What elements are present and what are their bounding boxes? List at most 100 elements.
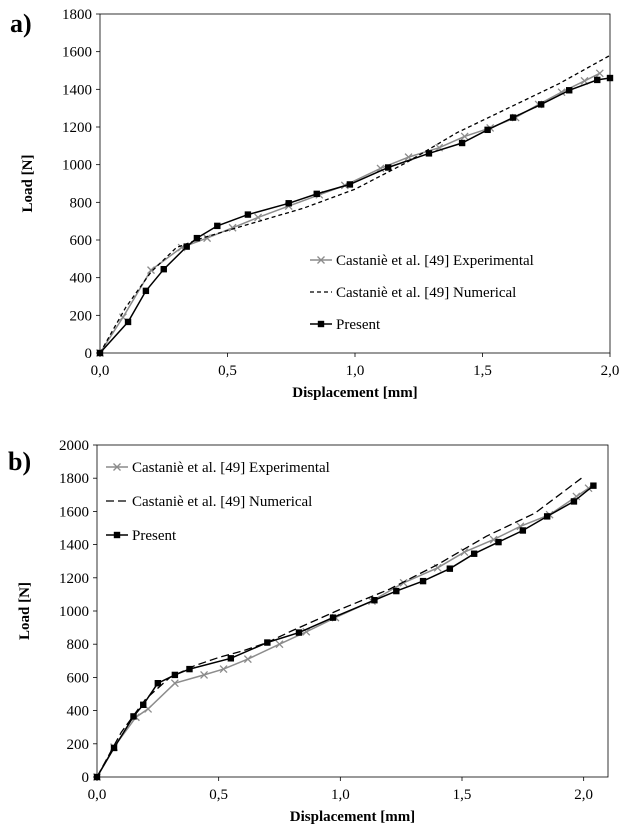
chart0-series-2-point (537, 101, 545, 108)
chart0-series-0-point (595, 69, 604, 78)
chart1-y-tick-label: 1200 (59, 571, 89, 587)
chart0-x-tick-label: 0,0 (91, 363, 110, 379)
chart0-legend-item-0: Castaniè et al. [49] Experimental (310, 253, 534, 269)
chart0-x-tick-label: 0,5 (218, 363, 237, 379)
chart1-series-2 (93, 482, 597, 781)
chart0-panel: a) 0 200 400 600 800 1000 1200 1400 1600 1800 0,0 0,… (10, 7, 619, 401)
chart0-series-2-point (96, 349, 104, 357)
chart1-y-tick-label: 2000 (59, 438, 89, 454)
chart1-panel-label: b) (8, 447, 31, 476)
chart1-series-2-point (446, 565, 454, 572)
chart0-series-2-point (124, 318, 132, 326)
chart1-series-2-point (590, 482, 597, 489)
chart0-y-tick-label: 1200 (62, 120, 92, 136)
chart1-legend-item-0: Castaniè et al. [49] Experimental (106, 460, 330, 476)
chart1-legend-item-1: Castaniè et al. [49] Numerical (106, 494, 312, 510)
chart1-y-tick-label: 800 (67, 637, 90, 653)
chart1-series-2-point (329, 614, 337, 621)
chart0-series-2-line (99, 77, 611, 354)
chart0-series-2-point (142, 287, 150, 295)
chart0-x-tick-label: 2,0 (601, 363, 620, 379)
chart0-series-0-point (254, 213, 263, 222)
chart0-y-tick-label: 0 (85, 346, 93, 362)
chart0-series-2-point (606, 74, 614, 82)
chart1-x-tick-label: 1,5 (453, 787, 472, 803)
chart0-series-2-point (425, 150, 433, 157)
chart1-series-0-point (243, 655, 252, 664)
chart1-y-tick-label: 600 (67, 670, 90, 686)
chart1-series-2-point (171, 671, 179, 679)
chart0-x-tick-label: 1,0 (346, 363, 365, 379)
chart1-legend-label-2: Present (132, 528, 177, 544)
chart1-series-2-point (154, 680, 162, 687)
chart1-series-0-point (275, 640, 284, 649)
chart1-series-0-point (200, 670, 209, 679)
chart0-plot-frame (99, 13, 611, 354)
chart0-series-2-point (346, 181, 354, 188)
chart0-series-2-point (566, 87, 573, 94)
chart1-series-2-point (371, 597, 378, 604)
chart1-legend-label-1: Castaniè et al. [49] Numerical (132, 494, 312, 510)
chart0-legend-marker-2 (317, 320, 325, 328)
chart1-series-0-point (399, 578, 408, 587)
chart0-y-tick-label: 1800 (62, 7, 92, 23)
chart0-series-2-point (214, 222, 221, 230)
chart1-series-2-point (519, 527, 527, 534)
chart1-series-0-line (96, 487, 589, 778)
chart1-x-tick-label: 1,0 (331, 787, 350, 803)
chart0-series-0-point (147, 266, 155, 275)
chart0-series-2-point (193, 234, 201, 242)
chart1-legend-marker-2 (113, 531, 121, 539)
chart0-y-axis-title: Load [N] (20, 155, 36, 213)
chart0-series-2-point (244, 211, 252, 218)
chart0-y-tick-label: 1600 (62, 45, 92, 61)
chart1-series-2-point (570, 498, 578, 505)
chart0-series-0 (96, 69, 604, 357)
chart0-series-0-point (228, 223, 237, 232)
chart1-panel: b) 0 200 400 600 800 1000 1200 1400 1600 1800 2000 0… (8, 438, 609, 825)
chart1-series-2-point (186, 665, 193, 673)
chart1-legend-item-2: Present (106, 528, 177, 544)
chart0-y-tick-label: 400 (70, 271, 93, 287)
chart0-series-0-point (376, 164, 385, 173)
chart1-series-0-point (302, 627, 311, 636)
chart1-series-0-point (219, 665, 228, 674)
chart0-legend-label-2: Present (336, 317, 381, 333)
chart0-y-tick-label: 800 (70, 195, 93, 211)
chart0-series-2-point (384, 164, 392, 171)
chart0-series-2-point (313, 190, 320, 198)
chart1-series-2-point (419, 577, 427, 585)
chart1-y-axis-title: Load [N] (17, 582, 33, 640)
chart1-y-tick-label: 1600 (59, 504, 89, 520)
chart1-y-tick-label: 1000 (59, 604, 89, 620)
chart1-series-0-point (170, 679, 179, 688)
chart1-y-tick-label: 0 (82, 770, 90, 786)
chart0-legend-label-1: Castaniè et al. [49] Numerical (336, 285, 516, 301)
chart0-panel-label: a) (10, 9, 32, 38)
chart1-series-2-point (227, 655, 235, 662)
chart1-legend-label-0: Castaniè et al. [49] Experimental (132, 460, 330, 476)
chart0-x-axis-title: Displacement [mm] (292, 385, 417, 401)
chart0-series-1-line (99, 54, 611, 354)
chart0-series-2-point (458, 139, 466, 147)
chart1-series-2-point (495, 538, 502, 546)
chart1-series-2-point (130, 713, 137, 720)
chart1-y-tick-label: 1400 (59, 538, 89, 554)
chart1-legend-marker-0 (113, 463, 121, 471)
chart0-legend-label-0: Castaniè et al. [49] Experimental (336, 253, 534, 269)
chart0-legend-marker-0 (317, 256, 325, 264)
chart0-series-2 (96, 74, 614, 357)
chart1-series-2-point (393, 587, 400, 595)
chart1-x-tick-label: 0,5 (209, 787, 228, 803)
chart0-y-tick-label: 1000 (62, 158, 92, 174)
chart0-series-2-point (285, 200, 292, 207)
chart0-series-2-point (160, 265, 167, 273)
chart1-series-2-point (110, 744, 118, 752)
chart1-series-2-point (93, 773, 101, 781)
chart1-series-2-point (140, 701, 147, 708)
chart0-series-2-point (509, 114, 517, 121)
chart0-y-tick-label: 1400 (62, 82, 92, 98)
chart0-series-1 (99, 54, 611, 354)
chart1-series-1 (96, 475, 585, 778)
chart0-y-tick-label: 200 (70, 308, 93, 324)
